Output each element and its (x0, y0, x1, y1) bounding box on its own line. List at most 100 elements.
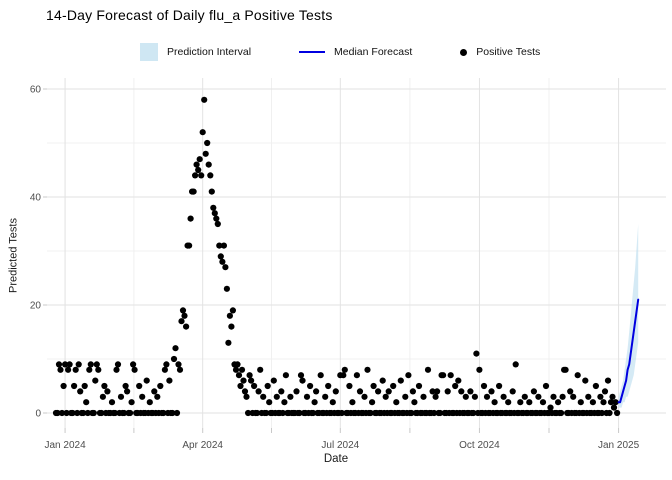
scatter-point (80, 409, 87, 417)
scatter-point (364, 366, 371, 373)
scatter-point (434, 388, 441, 395)
scatter-point (111, 409, 119, 417)
scatter-point (447, 372, 454, 379)
scatter-point (601, 388, 609, 395)
scatter-point (204, 139, 211, 147)
scatter-point (420, 393, 427, 400)
scatter-point (84, 409, 91, 417)
scatter-point (170, 355, 178, 363)
scatter-point (75, 361, 82, 368)
scatter-point (340, 372, 347, 379)
scatter-point (173, 409, 181, 417)
scatter-point (597, 393, 604, 400)
scatter-point (240, 377, 247, 384)
scatter-point (255, 388, 262, 395)
scatter-point (505, 399, 512, 406)
scatter-point (409, 388, 416, 395)
scatter-point (217, 253, 224, 260)
scatter-point (77, 388, 84, 395)
prediction-interval-polygon (618, 224, 639, 408)
scatter-point (161, 366, 168, 373)
scatter-point (458, 388, 465, 395)
scatter-point (550, 393, 557, 400)
scatter-point (104, 388, 111, 395)
scatter-point (54, 409, 61, 417)
scatter-point (192, 172, 199, 179)
scatter-point (166, 377, 173, 384)
scatter-point (310, 409, 317, 417)
scatter-point (491, 399, 498, 406)
scatter-point (248, 377, 255, 384)
scatter-point (589, 399, 597, 406)
scatter-point (390, 382, 397, 390)
scatter-point (281, 399, 288, 406)
scatter-point (187, 215, 194, 222)
scatter-point (93, 361, 100, 368)
scatter-point (251, 382, 258, 390)
scatter-point (58, 409, 66, 417)
scatter-point (397, 377, 404, 384)
positive-tests-points (52, 96, 621, 417)
scatter-point (136, 382, 143, 390)
scatter-point (332, 388, 339, 395)
prediction-interval-swatch-icon (140, 43, 158, 61)
scatter-point (452, 382, 459, 390)
scatter-point (512, 361, 519, 368)
x-tick-label: Jan 2025 (598, 440, 640, 451)
y-tick-label: 20 (30, 301, 42, 312)
scatter-point (470, 409, 477, 417)
scatter-point (614, 409, 621, 417)
scatter-point (72, 366, 79, 373)
scatter-point (139, 393, 146, 400)
scatter-point (124, 388, 131, 395)
scatter-point (62, 361, 69, 368)
scatter-point (157, 382, 164, 390)
scatter-point (228, 323, 235, 330)
scatter-point (382, 393, 389, 400)
scatter-point (90, 409, 97, 417)
scatter-point (311, 399, 318, 406)
scatter-point (303, 393, 311, 400)
scatter-point (577, 399, 584, 406)
legend-item-positive-tests: Positive Tests (460, 46, 540, 58)
scatter-point (609, 393, 616, 400)
scatter-point (431, 409, 438, 417)
scatter-point (146, 399, 153, 406)
scatter-point (264, 382, 271, 390)
scatter-point (517, 399, 524, 406)
scatter-point (307, 382, 314, 390)
scatter-point (238, 366, 246, 373)
scatter-point (444, 388, 451, 395)
scatter-point (500, 393, 507, 400)
scatter-point (559, 393, 566, 400)
scatter-point (440, 372, 447, 379)
x-tick-label: Jul 2024 (321, 440, 359, 451)
scatter-point (369, 399, 376, 406)
axis-tick-labels: 0 20 40 60 Jan 2024 Apr 2024 Jul 2024 Oct 2024 J… (30, 85, 640, 452)
scatter-point (530, 388, 538, 395)
scatter-point (143, 377, 150, 384)
scatter-point (225, 339, 232, 346)
scatter-point (555, 399, 562, 406)
scatter-point (172, 345, 179, 352)
scatter-point (600, 399, 607, 406)
scatter-point (101, 382, 108, 390)
scatter-point (521, 393, 528, 400)
scatter-point (282, 372, 289, 379)
scatter-point (535, 393, 542, 400)
scatter-point (223, 285, 230, 292)
scatter-point (190, 188, 197, 195)
median-forecast-polyline (617, 298, 640, 404)
scatter-point (547, 404, 554, 411)
scatter-point (437, 409, 444, 417)
scatter-point (113, 366, 120, 373)
scatter-point (607, 399, 615, 406)
scatter-point (198, 172, 205, 179)
scatter-point (92, 377, 99, 384)
scatter-point (122, 382, 129, 390)
scatter-point (562, 366, 569, 373)
scatter-point (329, 399, 336, 406)
scatter-point (385, 388, 392, 395)
scatter-point (81, 382, 88, 390)
